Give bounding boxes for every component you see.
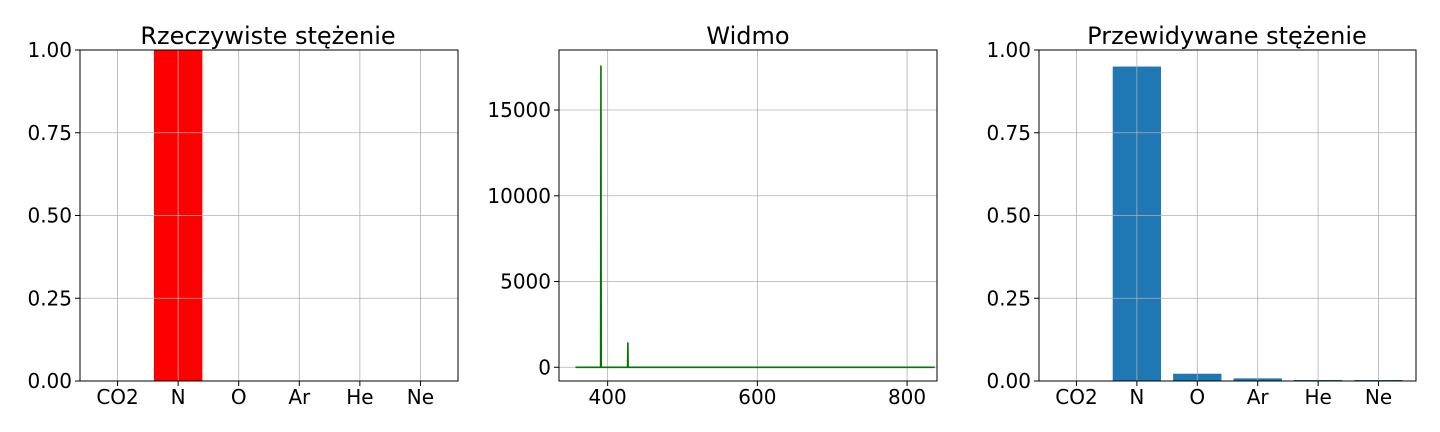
spectrum-line: [575, 65, 935, 369]
x-tick-label: He: [1304, 385, 1331, 409]
chart-title: Przewidywane stężenie: [1087, 22, 1367, 50]
x-tick-label: 400: [589, 385, 627, 409]
x-tick-label: Ar: [288, 385, 311, 409]
y-tick-label: 0.50: [27, 204, 72, 228]
y-tick-label: 0.75: [986, 121, 1031, 145]
y-tick-label: 0.25: [27, 286, 72, 310]
y-tick-label: 15000: [487, 98, 551, 122]
plot-frame: [1038, 49, 1417, 382]
chart-predicted-concentration: Przewidywane stężenie 0.00 0.25 0.50 0.75 1.…: [986, 22, 1417, 409]
y-tick-label: 0.75: [27, 121, 72, 145]
y-tick-label: 0.25: [986, 286, 1031, 310]
chart-spectrum: Widmo 0 5000 10000 15000 400 600 800: [487, 22, 938, 409]
x-tick-label: 600: [738, 385, 776, 409]
y-tick-label: 0: [538, 355, 551, 379]
x-tick-label: O: [1189, 385, 1205, 409]
chart-title: Widmo: [706, 22, 789, 50]
x-tick-label: Ne: [1365, 385, 1392, 409]
x-tick-label: 800: [888, 385, 926, 409]
plot-frame: [558, 49, 938, 382]
x-tick-label: CO2: [96, 385, 138, 409]
y-tick-label: 0.00: [986, 369, 1031, 393]
y-tick-label: 0.50: [986, 204, 1031, 228]
x-tick-label: He: [346, 385, 373, 409]
x-tick-label: O: [231, 385, 247, 409]
x-tick-label: N: [171, 385, 186, 409]
x-tick-label: Ar: [1247, 385, 1270, 409]
chart-real-concentration: Rzeczywiste stężenie 0.00 0.25 0.50 0.75 1.0…: [27, 22, 459, 409]
x-tick-label: N: [1129, 385, 1144, 409]
chart-title: Rzeczywiste stężenie: [140, 22, 395, 50]
plot-frame: [79, 49, 459, 382]
y-tick-label: 10000: [487, 184, 551, 208]
y-tick-label: 1.00: [986, 38, 1031, 62]
y-tick-label: 1.00: [27, 38, 72, 62]
x-tick-label: Ne: [407, 385, 434, 409]
y-tick-label: 5000: [500, 270, 551, 294]
x-tick-label: CO2: [1055, 385, 1097, 409]
y-tick-label: 0.00: [27, 369, 72, 393]
